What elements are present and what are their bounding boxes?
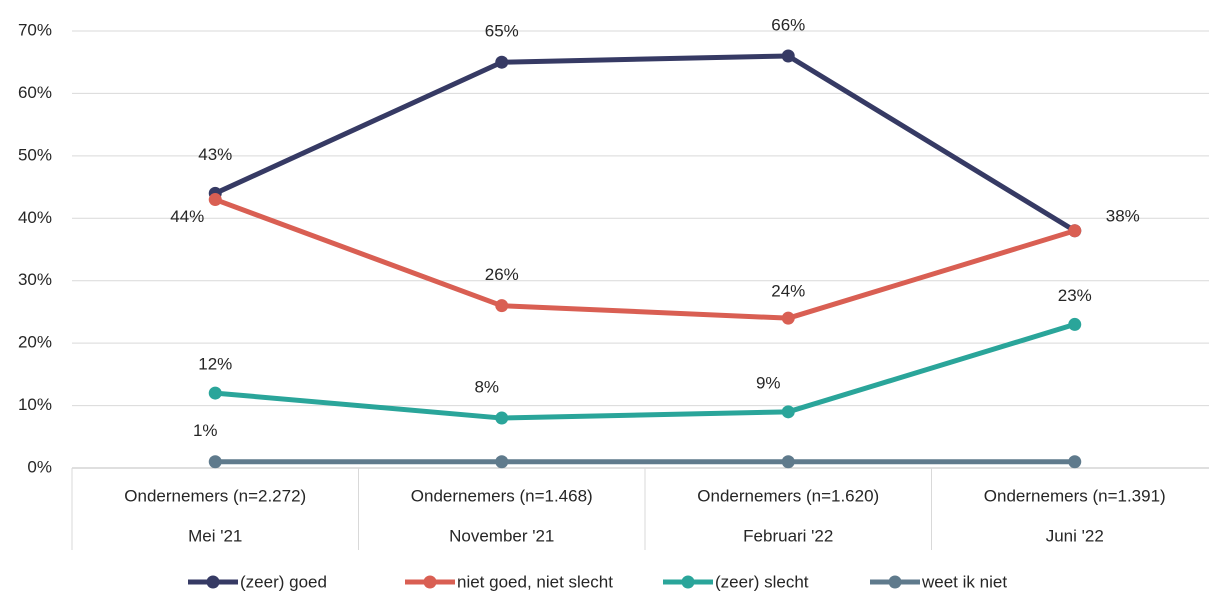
data-label: 24% [771, 282, 805, 301]
x-group-label: November '21 [449, 526, 554, 545]
x-tick-label: Ondernemers (n=1.391) [984, 486, 1166, 505]
legend-marker [423, 575, 437, 589]
data-label: 23% [1058, 286, 1092, 305]
y-tick-label: 10% [18, 395, 52, 414]
point [1068, 224, 1082, 238]
legend-marker [206, 575, 220, 589]
y-tick-label: 60% [18, 83, 52, 102]
y-tick-label: 70% [18, 20, 52, 39]
data-label: 44% [170, 207, 204, 226]
point [208, 193, 222, 207]
point [1068, 455, 1082, 469]
data-label: 12% [198, 355, 232, 374]
point [781, 455, 795, 469]
point [495, 411, 509, 425]
line [215, 322, 1076, 421]
data-label: 1% [193, 421, 218, 440]
data-label: 8% [474, 378, 499, 397]
point [781, 405, 795, 419]
legend-label: niet goed, niet slecht [457, 572, 613, 591]
point [495, 299, 509, 313]
y-tick-label: 50% [18, 145, 52, 164]
point [495, 455, 509, 469]
legend-label: weet ik niet [921, 572, 1007, 591]
y-tick-label: 0% [27, 457, 52, 476]
x-tick-label: Ondernemers (n=1.468) [411, 486, 593, 505]
point [208, 386, 222, 400]
data-label: 38% [1106, 206, 1140, 225]
data-label: 43% [198, 145, 232, 164]
y-tick-label: 30% [18, 270, 52, 289]
data-label: 65% [485, 22, 519, 41]
legend-label: (zeer) slecht [715, 572, 809, 591]
point [781, 311, 795, 325]
legend-marker [888, 575, 902, 589]
legend-marker [681, 575, 695, 589]
point [208, 455, 222, 469]
x-tick-label: Ondernemers (n=1.620) [697, 486, 879, 505]
x-group-label: Februari '22 [743, 526, 833, 545]
line [214, 197, 1076, 321]
point [1068, 317, 1082, 331]
point [781, 49, 795, 63]
data-label: 66% [771, 15, 805, 34]
data-label: 9% [756, 373, 781, 392]
y-tick-label: 40% [18, 208, 52, 227]
y-tick-label: 20% [18, 333, 52, 352]
data-label: 26% [485, 265, 519, 284]
line [214, 53, 1077, 233]
legend-label: (zeer) goed [240, 572, 327, 591]
x-group-label: Mei '21 [188, 526, 242, 545]
x-group-label: Juni '22 [1046, 526, 1104, 545]
point [495, 55, 509, 69]
x-tick-label: Ondernemers (n=2.272) [124, 486, 306, 505]
